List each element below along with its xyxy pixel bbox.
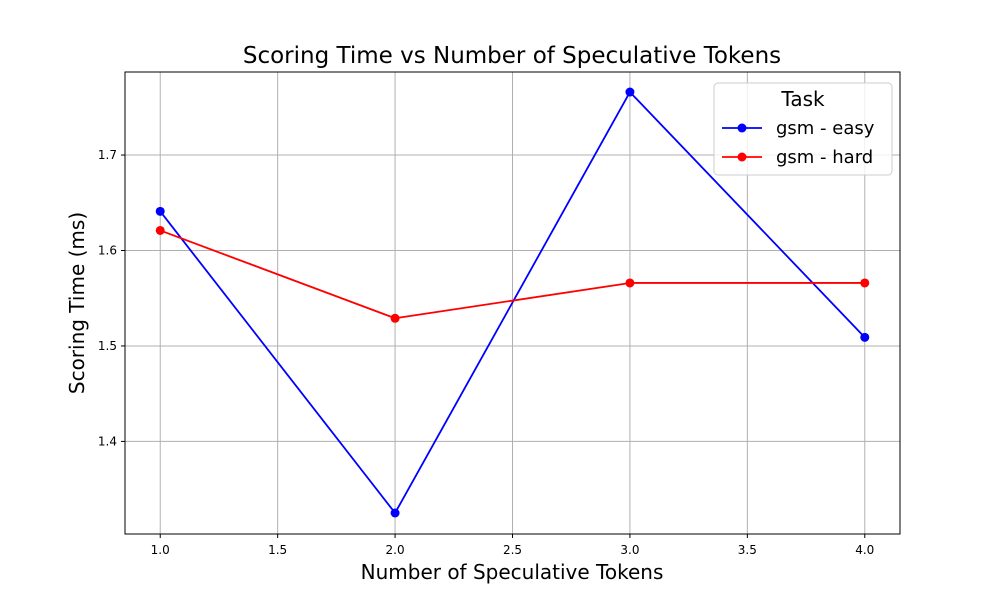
data-point-gsm-hard bbox=[625, 278, 635, 288]
y-tick-label: 1.5 bbox=[98, 339, 117, 353]
data-point-gsm-easy bbox=[390, 508, 400, 518]
y-tick-label: 1.6 bbox=[98, 244, 117, 258]
x-tick-label: 2.5 bbox=[503, 543, 522, 557]
data-point-gsm-hard bbox=[390, 313, 400, 323]
series-layer bbox=[155, 87, 870, 518]
x-tick-label: 4.0 bbox=[855, 543, 874, 557]
x-tick-label: 3.0 bbox=[620, 543, 639, 557]
chart-title: Scoring Time vs Number of Speculative To… bbox=[243, 43, 781, 69]
series-line-gsm-hard bbox=[159, 229, 865, 320]
legend-entries: gsm - easy gsm - hard bbox=[722, 118, 875, 168]
y-tick-label: 1.7 bbox=[98, 148, 117, 162]
y-tick-label: 1.4 bbox=[98, 434, 117, 448]
data-point-gsm-hard bbox=[155, 225, 165, 235]
data-point-gsm-easy bbox=[155, 206, 165, 216]
x-tick-label: 1.5 bbox=[268, 543, 287, 557]
legend-label-gsm-easy: gsm - easy bbox=[776, 118, 875, 139]
data-point-gsm-hard bbox=[860, 278, 870, 288]
legend-marker-gsm-hard bbox=[737, 152, 747, 162]
y-axis-ticks: 1.4 1.5 1.6 1.7 bbox=[98, 148, 125, 448]
x-axis-ticks: 1.0 1.5 2.0 2.5 3.0 3.5 4.0 bbox=[151, 534, 874, 557]
legend-title: Task bbox=[780, 87, 825, 111]
y-axis-label: Scoring Time (ms) bbox=[65, 212, 89, 394]
data-point-gsm-easy bbox=[860, 332, 870, 342]
legend-box bbox=[713, 82, 893, 176]
x-tick-label: 1.0 bbox=[151, 543, 170, 557]
series-line-gsm-easy bbox=[159, 91, 866, 514]
legend-label-gsm-hard: gsm - hard bbox=[776, 147, 873, 168]
data-point-gsm-easy bbox=[625, 87, 635, 97]
legend-marker-gsm-easy bbox=[737, 123, 747, 133]
x-tick-label: 3.5 bbox=[738, 543, 757, 557]
x-axis-label: Number of Speculative Tokens bbox=[361, 560, 664, 584]
x-tick-label: 2.0 bbox=[386, 543, 405, 557]
legend: Task gsm - easy gsm - hard bbox=[713, 82, 893, 176]
